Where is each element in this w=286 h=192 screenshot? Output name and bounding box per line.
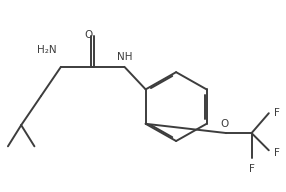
Text: O: O xyxy=(220,119,229,129)
Text: F: F xyxy=(249,164,255,174)
Text: NH: NH xyxy=(117,52,132,62)
Text: O: O xyxy=(85,30,93,40)
Text: H₂N: H₂N xyxy=(37,45,57,55)
Text: F: F xyxy=(273,148,279,158)
Text: F: F xyxy=(273,108,279,118)
